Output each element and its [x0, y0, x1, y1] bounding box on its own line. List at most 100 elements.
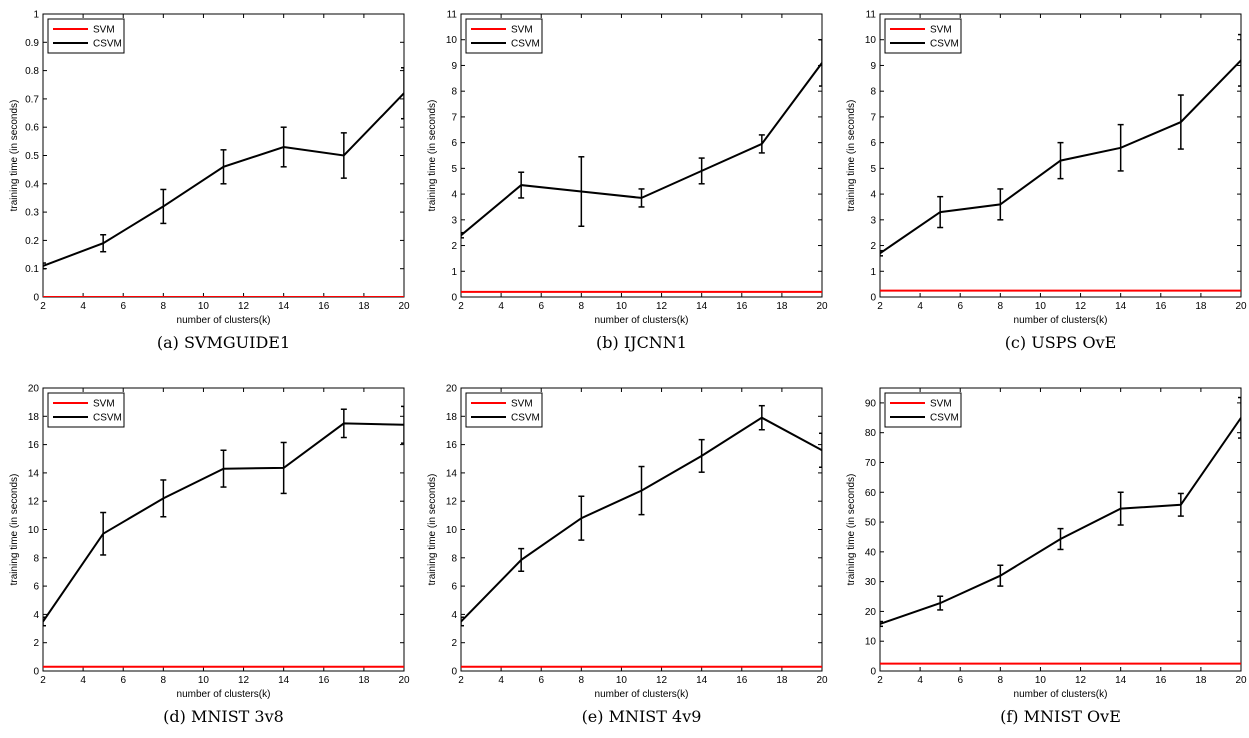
y-tick-label: 4	[870, 190, 876, 201]
error-bar	[1238, 396, 1241, 439]
y-tick-label: 7	[451, 112, 457, 123]
y-tick-label: 9	[870, 61, 876, 72]
series-group	[880, 33, 1241, 292]
error-bar	[758, 134, 765, 154]
y-axis-label: training time (in seconds)	[846, 474, 857, 586]
legend-box	[47, 18, 125, 54]
y-tick-label: 0	[33, 293, 39, 304]
x-tick-label: 18	[358, 675, 370, 686]
y-tick-label: 3	[870, 215, 876, 226]
legend-box	[465, 18, 543, 54]
x-tick-label: 2	[40, 675, 46, 686]
error-bar	[340, 132, 347, 179]
y-tick-label: 10	[865, 637, 877, 648]
legend-box	[884, 18, 962, 54]
legend-label: SVM	[511, 25, 533, 36]
x-tick-label: 8	[161, 301, 167, 312]
x-tick-label: 14	[696, 675, 708, 686]
x-tick-label: 18	[1195, 301, 1207, 312]
x-tick-label: 2	[458, 675, 464, 686]
x-tick-label: 4	[80, 301, 86, 312]
x-tick-label: 8	[161, 675, 167, 686]
legend-label: CSVM	[93, 39, 122, 50]
figure-caption: (d) MNIST 3v8	[163, 707, 284, 726]
y-tick-label: 3	[451, 215, 457, 226]
chart-panel: 2 4 6 8 10 12 14 16 18 2002468101214161820number …	[427, 384, 828, 727]
x-tick-label: 4	[80, 675, 86, 686]
y-tick-label: 80	[865, 428, 877, 439]
legend-label: CSVM	[511, 413, 540, 424]
x-tick-label: 6	[120, 301, 126, 312]
y-tick-label: 0	[870, 293, 876, 304]
x-tick-label: 6	[120, 675, 126, 686]
legend: SVM CSVM	[47, 392, 125, 428]
x-tick-label: 10	[616, 301, 628, 312]
legend-label: CSVM	[511, 39, 540, 50]
error-bar	[220, 449, 227, 488]
error-bar	[160, 188, 167, 225]
y-tick-label: 60	[865, 488, 877, 499]
legend-label: SVM	[93, 399, 115, 410]
error-bar	[1117, 491, 1124, 526]
x-tick-label: 12	[1075, 675, 1087, 686]
y-tick-label: 7	[870, 112, 876, 123]
legend-label: CSVM	[930, 39, 959, 50]
y-tick-label: 18	[446, 412, 458, 423]
y-tick-label: 20	[446, 384, 458, 395]
y-tick-label: 14	[446, 468, 458, 479]
y-tick-label: 0.9	[25, 38, 39, 49]
y-tick-label: 10	[28, 525, 40, 536]
y-axis-label: training time (in seconds)	[846, 100, 857, 212]
x-tick-label: 12	[656, 675, 668, 686]
y-tick-label: 10	[446, 525, 458, 536]
y-tick-label: 1	[33, 10, 39, 21]
x-tick-label: 6	[957, 301, 963, 312]
x-tick-label: 16	[318, 301, 330, 312]
x-axis-label: number of clusters(k)	[177, 689, 271, 700]
x-tick-label: 18	[358, 301, 370, 312]
x-tick-label: 10	[198, 675, 210, 686]
y-tick-label: 16	[28, 440, 40, 451]
legend-label: CSVM	[93, 413, 122, 424]
error-bar	[819, 38, 822, 87]
x-tick-label: 18	[776, 301, 788, 312]
y-tick-label: 30	[865, 577, 877, 588]
y-tick-label: 4	[451, 610, 457, 621]
x-axis-label: number of clusters(k)	[1014, 315, 1108, 326]
x-tick-label: 4	[498, 301, 504, 312]
error-bar	[578, 156, 585, 227]
x-axis-label: number of clusters(k)	[595, 315, 689, 326]
error-bar	[461, 616, 464, 627]
figure-caption: (a) SVMGUIDE1	[157, 333, 290, 352]
error-bar	[1057, 141, 1064, 180]
y-axis-label: training time (in seconds)	[9, 474, 20, 586]
x-tick-label: 4	[917, 301, 923, 312]
x-tick-label: 8	[998, 301, 1004, 312]
y-tick-label: 1	[451, 267, 457, 278]
y-tick-label: 40	[865, 547, 877, 558]
x-tick-label: 10	[1035, 301, 1047, 312]
error-bar	[280, 441, 287, 495]
y-tick-label: 0.3	[25, 208, 39, 219]
y-tick-label: 8	[451, 553, 457, 564]
x-tick-label: 12	[238, 301, 250, 312]
x-tick-label: 6	[538, 301, 544, 312]
y-tick-label: 0.5	[25, 151, 39, 162]
error-bar	[518, 547, 525, 572]
y-tick-label: 2	[451, 638, 457, 649]
y-tick-label: 20	[28, 384, 40, 395]
x-tick-label: 10	[198, 301, 210, 312]
x-tick-label: 18	[1195, 675, 1207, 686]
error-bar	[518, 171, 525, 199]
error-bar	[698, 157, 705, 185]
legend-label: SVM	[511, 399, 533, 410]
x-tick-label: 14	[1115, 301, 1127, 312]
error-bar	[280, 126, 287, 168]
y-tick-label: 6	[451, 582, 457, 593]
chart-panel: 2 4 6 8 10 12 14 16 18 2002468101214161820number …	[9, 384, 410, 727]
error-bar	[880, 249, 883, 257]
y-tick-label: 12	[446, 497, 458, 508]
y-tick-label: 8	[33, 553, 39, 564]
y-tick-label: 0	[33, 667, 39, 678]
y-tick-label: 11	[447, 10, 458, 21]
